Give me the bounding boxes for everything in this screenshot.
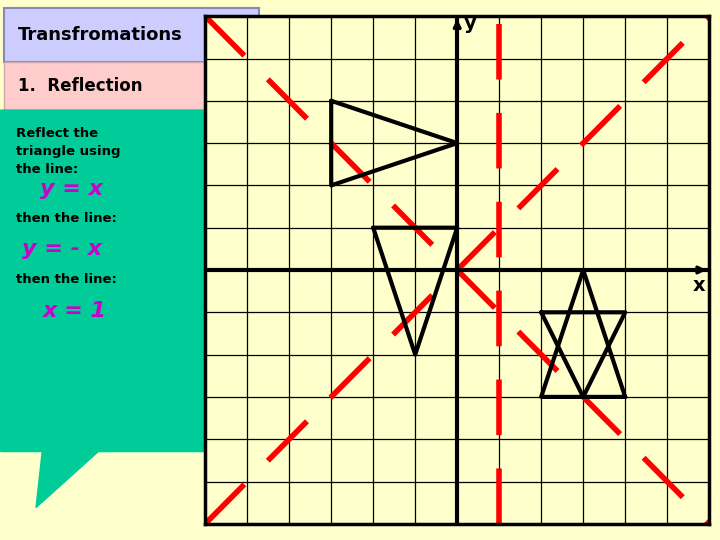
Polygon shape	[36, 443, 108, 508]
Text: y = x: y = x	[40, 179, 102, 199]
FancyBboxPatch shape	[4, 62, 223, 111]
Text: then the line:: then the line:	[16, 273, 117, 286]
Text: then the line:: then the line:	[16, 212, 117, 225]
Text: y: y	[464, 14, 476, 33]
Text: y = - x: y = - x	[22, 239, 102, 259]
Text: x: x	[693, 276, 705, 295]
Text: Transfromations: Transfromations	[18, 26, 183, 44]
Text: Reflect the
triangle using
the line:: Reflect the triangle using the line:	[16, 127, 120, 176]
Text: 1.  Reflection: 1. Reflection	[18, 77, 143, 96]
FancyBboxPatch shape	[0, 111, 223, 451]
Text: x = 1: x = 1	[43, 301, 107, 321]
FancyBboxPatch shape	[4, 8, 259, 62]
